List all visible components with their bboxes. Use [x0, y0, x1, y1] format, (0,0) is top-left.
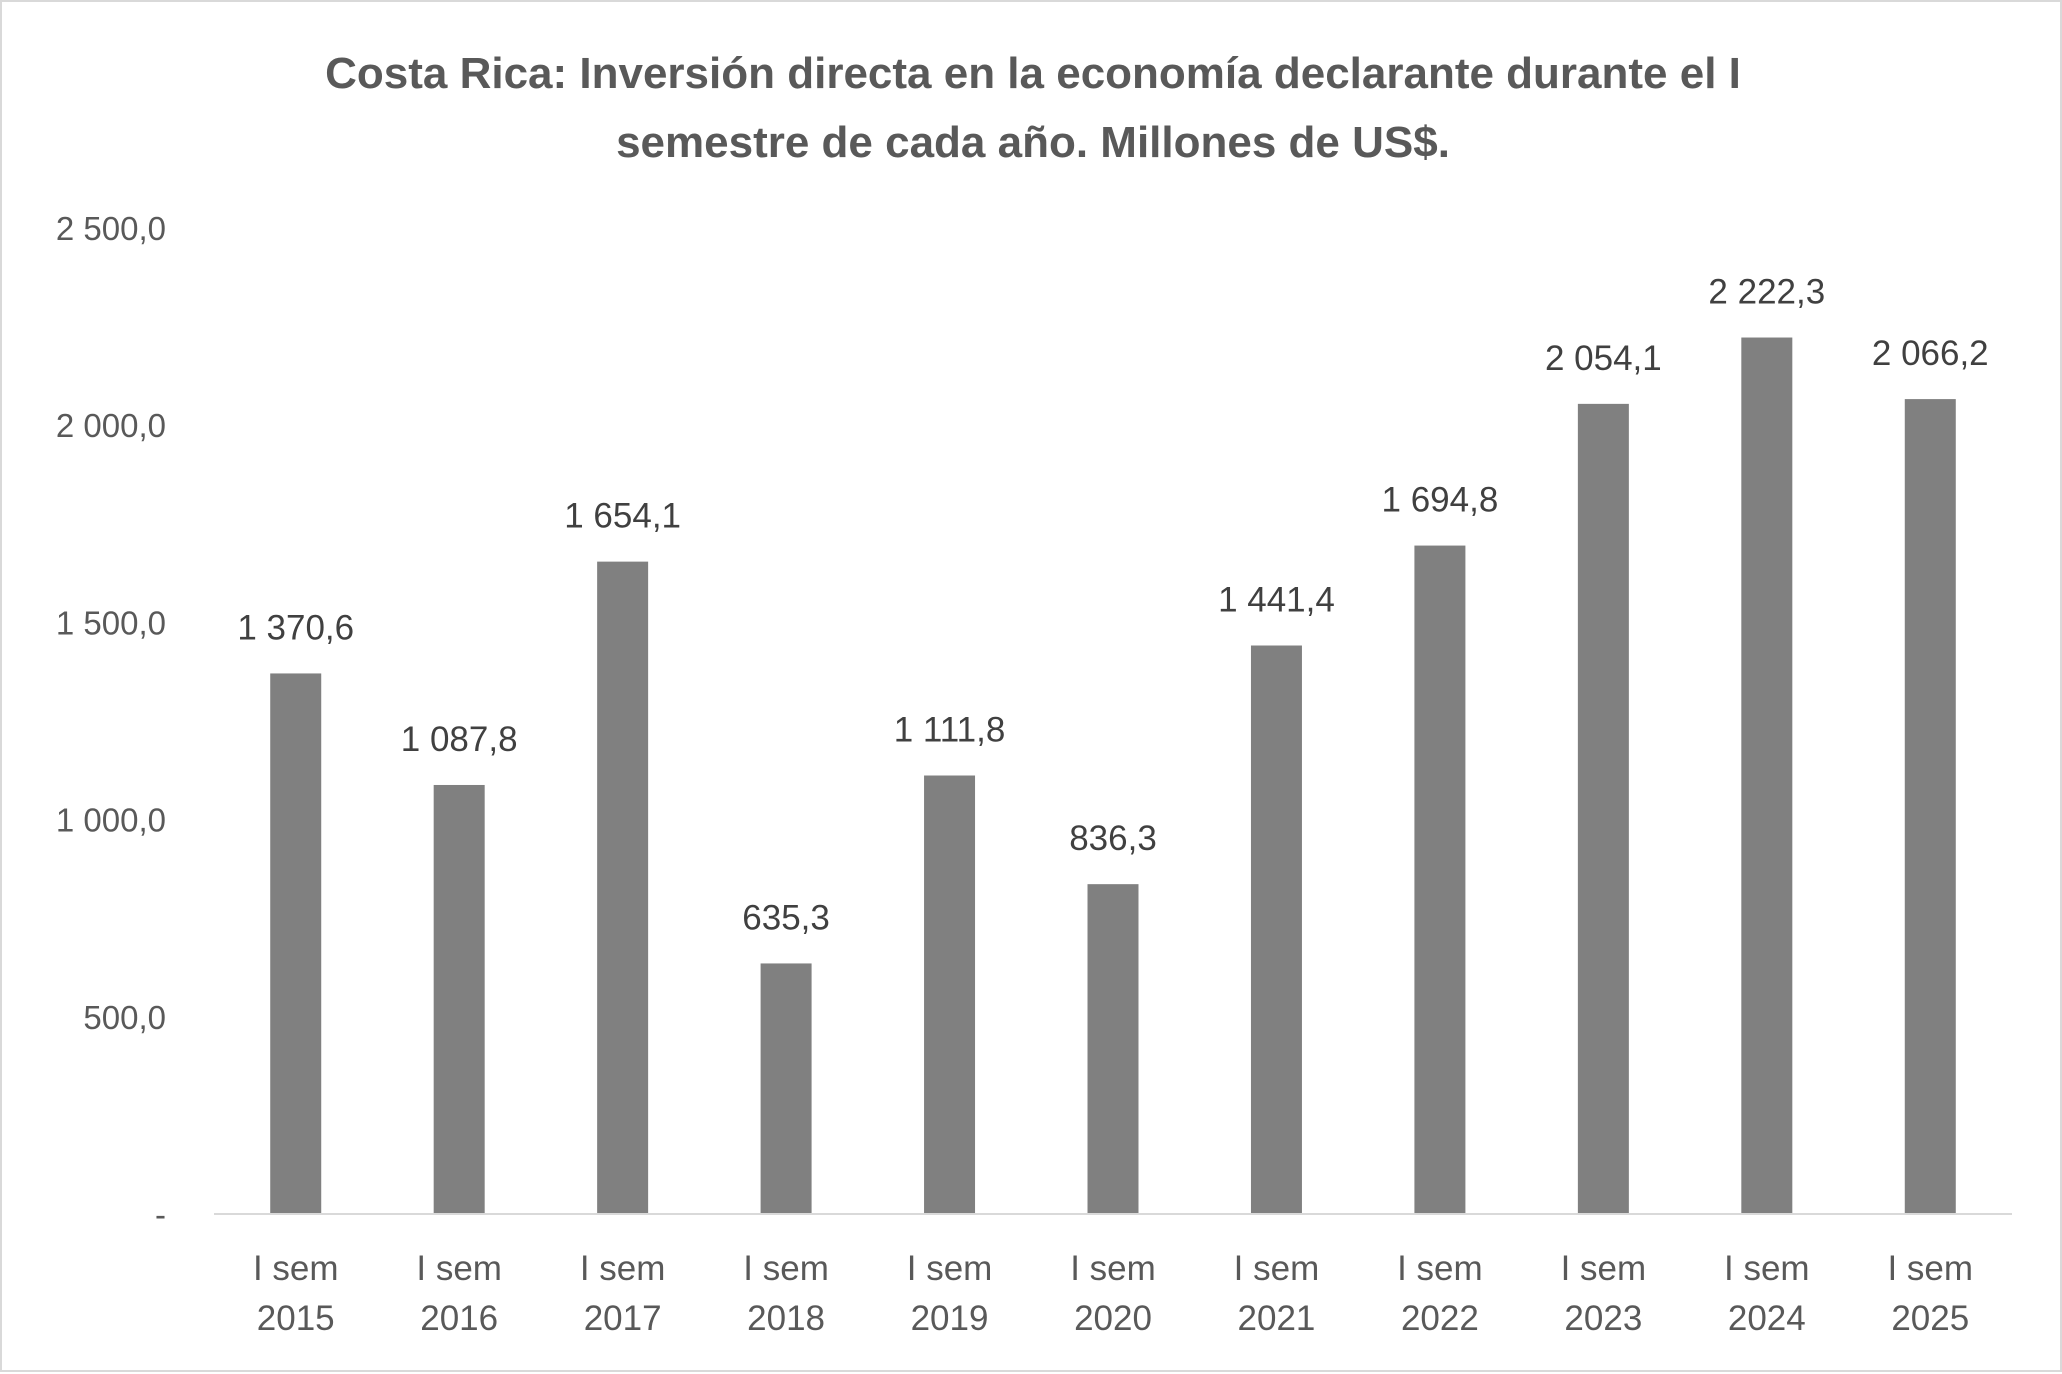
x-tick-label: 2019 — [911, 1299, 989, 1338]
x-tick-label: I sem — [253, 1249, 339, 1288]
y-tick-label: 1 000,0 — [56, 802, 166, 839]
x-tick-label: I sem — [1070, 1249, 1156, 1288]
x-tick-label: I sem — [907, 1249, 993, 1288]
bar — [1250, 645, 1302, 1214]
bar — [1904, 399, 1956, 1215]
bars — [270, 337, 1956, 1215]
bar — [270, 673, 322, 1214]
data-label: 1 654,1 — [564, 497, 681, 536]
bar — [1414, 545, 1466, 1214]
data-labels: 1 370,6 1 087,8 1 654,1 635,3 1 111,8 836,3 1 … — [237, 273, 1988, 938]
y-tick-label: 2 000,0 — [56, 407, 166, 444]
x-tick-label: 2021 — [1238, 1299, 1316, 1338]
x-tick-label: 2018 — [747, 1299, 825, 1338]
chart-title-line-2: semestre de cada año. Millones de US$. — [616, 118, 1450, 167]
bar — [1087, 884, 1139, 1214]
x-tick-label: 2017 — [584, 1299, 662, 1338]
bar — [760, 963, 812, 1214]
x-tick-label: 2016 — [420, 1299, 498, 1338]
data-label: 2 054,1 — [1545, 339, 1662, 378]
chart-title: Costa Rica: Inversión directa en la econ… — [325, 49, 1741, 167]
bar — [597, 561, 649, 1214]
x-tick-label: I sem — [416, 1249, 502, 1288]
data-label: 2 222,3 — [1708, 273, 1825, 312]
x-tick-label: 2024 — [1728, 1299, 1806, 1338]
data-label: 1 370,6 — [237, 608, 354, 647]
chart-title-line-1: Costa Rica: Inversión directa en la econ… — [325, 49, 1741, 98]
x-tick-label: I sem — [1234, 1249, 1320, 1288]
x-tick-label: I sem — [743, 1249, 829, 1288]
data-label: 836,3 — [1069, 819, 1157, 858]
data-label: 1 111,8 — [894, 711, 1006, 750]
y-tick-label: 1 500,0 — [56, 604, 166, 641]
y-axis: - 500,0 1 000,0 1 500,0 2 000,0 2 500,0 — [56, 210, 166, 1233]
data-label: 635,3 — [742, 898, 830, 937]
x-axis: I sem 2015 I sem 2016 I sem 2017 I sem 2018 I se… — [253, 1249, 1973, 1338]
y-tick-label: 500,0 — [83, 999, 166, 1036]
x-tick-label: I sem — [580, 1249, 666, 1288]
bar — [433, 784, 485, 1214]
data-label: 1 694,8 — [1382, 481, 1499, 520]
x-tick-label: 2023 — [1564, 1299, 1642, 1338]
x-tick-label: 2025 — [1891, 1299, 1969, 1338]
x-tick-label: I sem — [1561, 1249, 1647, 1288]
bar — [1577, 403, 1629, 1215]
x-tick-label: 2022 — [1401, 1299, 1479, 1338]
data-label: 1 087,8 — [401, 720, 518, 759]
data-label: 2 066,2 — [1872, 334, 1989, 373]
x-tick-label: I sem — [1887, 1249, 1973, 1288]
y-tick-label: 2 500,0 — [56, 210, 166, 247]
x-tick-label: 2015 — [257, 1299, 335, 1338]
bar — [924, 775, 976, 1214]
x-tick-label: I sem — [1397, 1249, 1483, 1288]
y-tick-label: - — [155, 1196, 166, 1233]
x-tick-label: 2020 — [1074, 1299, 1152, 1338]
x-tick-label: I sem — [1724, 1249, 1810, 1288]
data-label: 1 441,4 — [1218, 581, 1335, 620]
bar — [1741, 337, 1793, 1214]
